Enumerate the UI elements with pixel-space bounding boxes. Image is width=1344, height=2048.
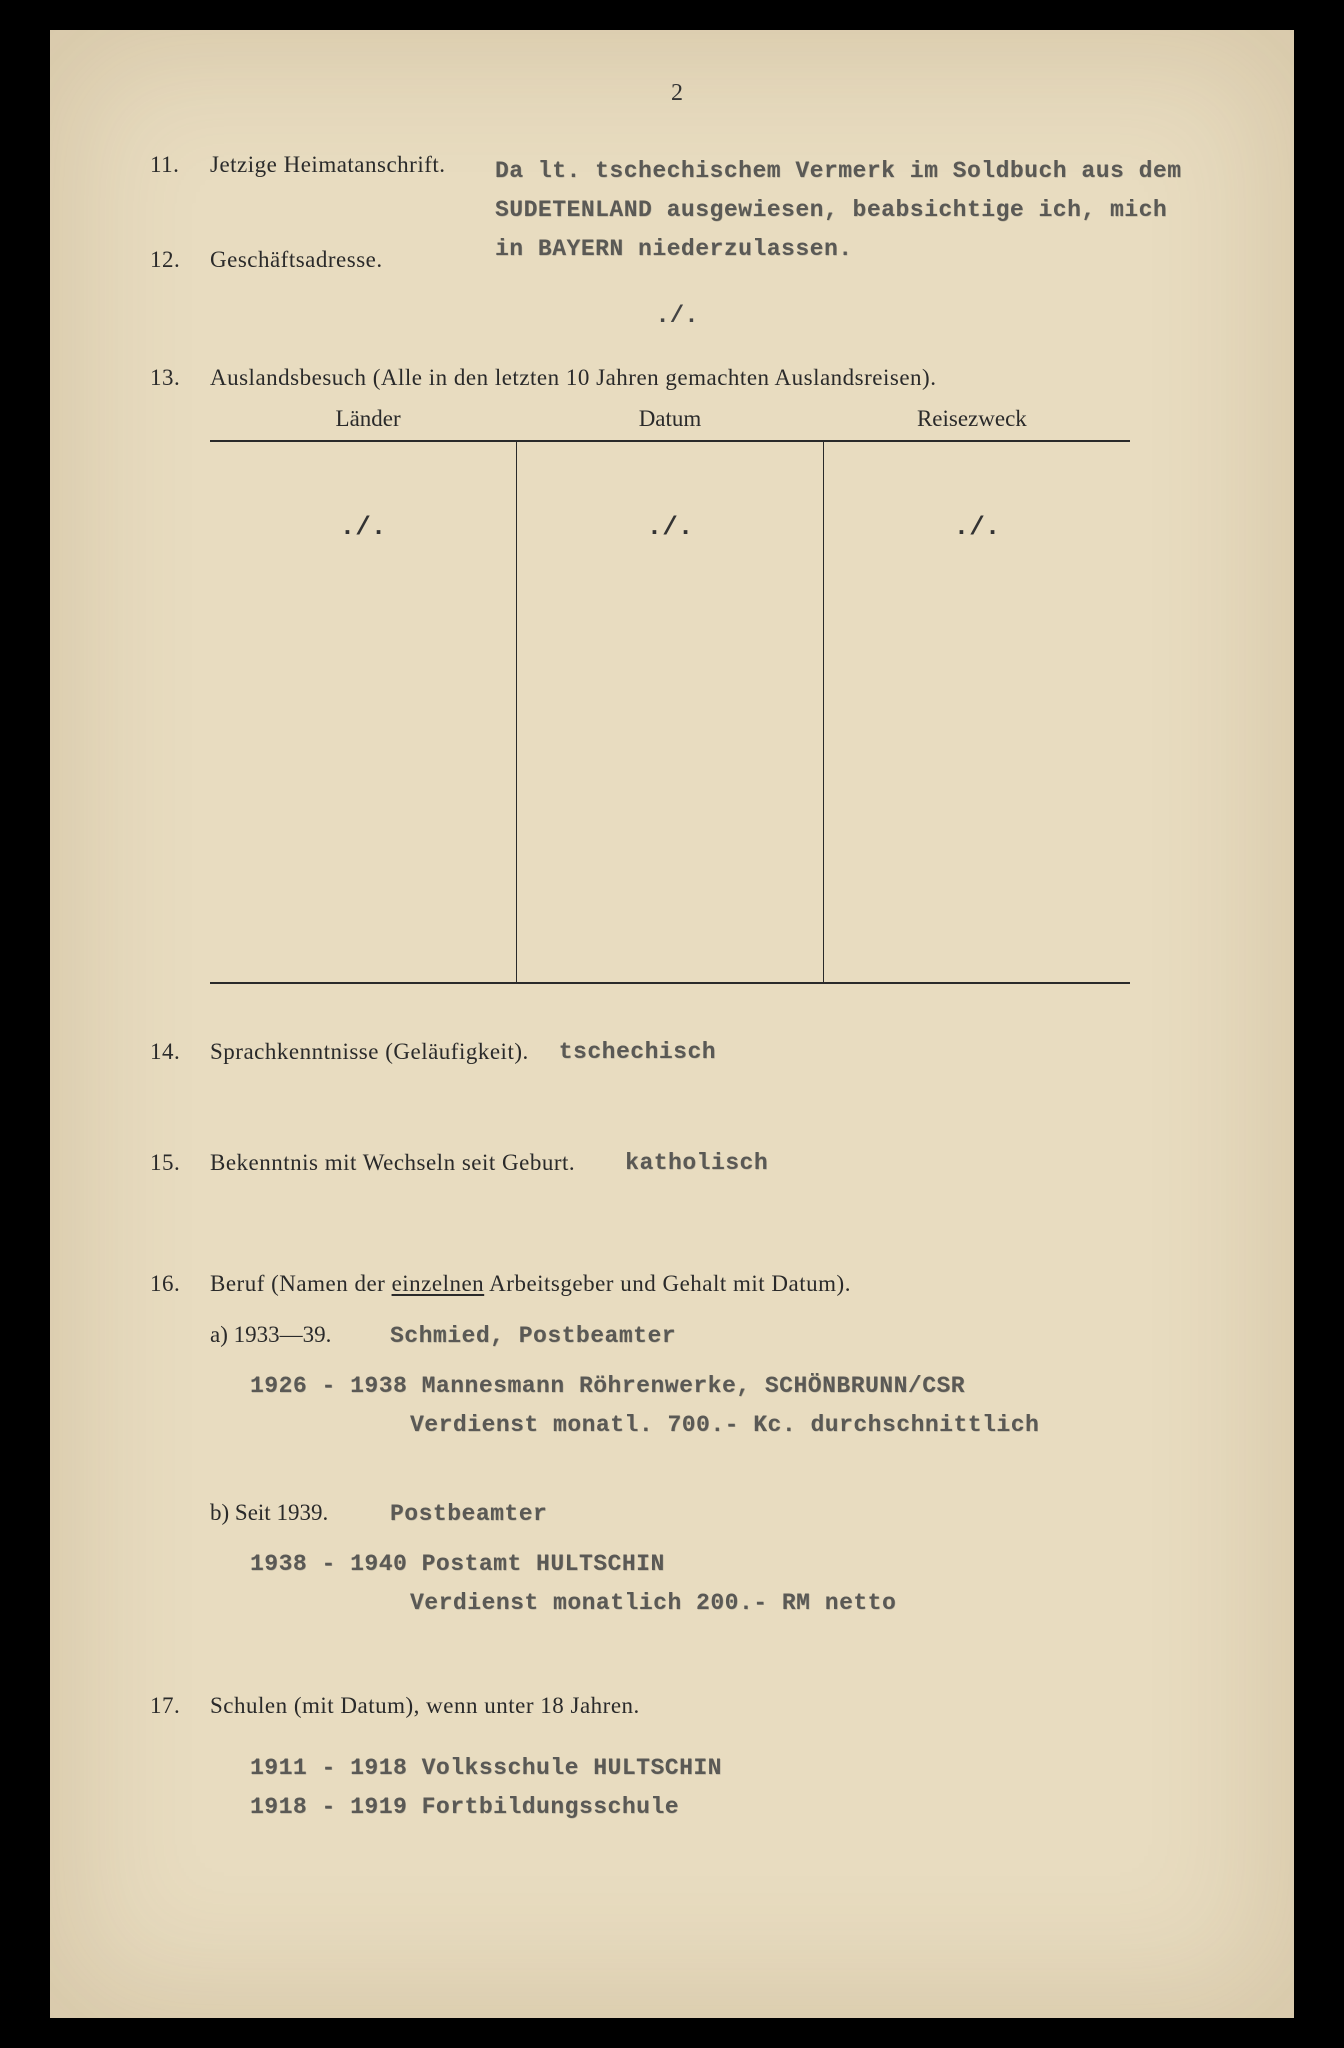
item-11: 11. Jetzige Heimatanschrift. Da lt. tsch… [150,152,1204,192]
cell-countries: ./. [210,442,516,982]
item-16a-value: Schmied, Postbeamter [390,1323,676,1349]
item-17-details: 1911 - 1918 Volksschule HULTSCHIN 1918 -… [250,1749,1204,1827]
cell-purpose: ./. [823,442,1130,982]
item-11-label: Jetzige Heimatanschrift. [210,152,446,178]
item-16a-line2: Verdienst monatl. 700.- Kc. durchschnitt… [410,1406,1204,1445]
th-countries: Länder [210,406,526,432]
item-17-line1: 1911 - 1918 Volksschule HULTSCHIN [250,1749,1204,1788]
item-16b-value: Postbeamter [390,1501,547,1527]
table-headers: Länder Datum Reisezweck [210,406,1130,432]
item-15: 15. Bekenntnis mit Wechseln seit Geburt.… [150,1150,1204,1176]
item-15-label: Bekenntnis mit Wechseln seit Geburt. [210,1150,575,1176]
item-12-label: Geschäftsadresse. [210,247,383,273]
item-14: 14. Sprachkenntnisse (Geläufigkeit). tsc… [150,1039,1204,1065]
th-date: Datum [526,406,814,432]
item-13-num: 13. [150,365,210,391]
item-13-label: Auslandsbesuch (Alle in den letzten 10 J… [210,365,936,391]
item-16b-line1: 1938 - 1940 Postamt HULTSCHIN [250,1545,1204,1584]
label-underlined: einzelnen [392,1271,485,1296]
item-14-value: tschechisch [559,1039,716,1065]
item-17-line2: 1918 - 1919 Fortbildungsschule [250,1788,1204,1827]
item-15-value: katholisch [625,1150,768,1176]
typed-line-2: SUDETENLAND ausgewiesen, beabsichtige ic… [495,191,1235,230]
item-12: 12. Geschäftsadresse. [150,247,1204,273]
item-16a-details: 1926 - 1938 Mannesmann Röhrenwerke, SCHÖ… [250,1367,1204,1445]
item-11-num: 11. [150,152,210,178]
item-16-label: Beruf (Namen der einzelnen Arbeitsgeber … [210,1271,851,1297]
item-16b: b) Seit 1939. Postbeamter [210,1500,1204,1527]
table-body: ./. ./. ./. [210,440,1130,984]
item-14-num: 14. [150,1039,210,1065]
item-16b-label: b) Seit 1939. [210,1500,390,1526]
item-17-num: 17. [150,1693,210,1719]
page-number: 2 [150,80,1204,107]
typed-line-1: Da lt. tschechischem Vermerk im Soldbuch… [495,152,1235,191]
item-17-label: Schulen (mit Datum), wenn unter 18 Jahre… [210,1693,640,1719]
item-16b-line2: Verdienst monatlich 200.- RM netto [410,1584,1204,1623]
item-13: 13. Auslandsbesuch (Alle in den letzten … [150,365,1204,984]
label-pre: Beruf (Namen der [210,1271,392,1296]
th-purpose: Reisezweck [814,406,1130,432]
item-16-num: 16. [150,1271,210,1297]
item-15-num: 15. [150,1150,210,1176]
item-17: 17. Schulen (mit Datum), wenn unter 18 J… [150,1693,1204,1827]
cell-date: ./. [516,442,823,982]
item-16b-details: 1938 - 1940 Postamt HULTSCHIN Verdienst … [250,1545,1204,1623]
item-16a-line1: 1926 - 1938 Mannesmann Röhrenwerke, SCHÖ… [250,1367,1204,1406]
item-16a-label: a) 1933—39. [210,1322,390,1348]
item-16: 16. Beruf (Namen der einzelnen Arbeitsge… [150,1271,1204,1623]
separator-mark: ./. [150,303,1204,330]
item-12-num: 12. [150,247,210,273]
item-16a: a) 1933—39. Schmied, Postbeamter [210,1322,1204,1349]
item-14-label: Sprachkenntnisse (Geläufigkeit). [210,1039,529,1065]
document-page: 2 11. Jetzige Heimatanschrift. Da lt. ts… [50,30,1294,2018]
travel-table: Länder Datum Reisezweck ./. ./. ./. [210,406,1130,984]
label-post: Arbeitsgeber und Gehalt mit Datum). [484,1271,851,1296]
